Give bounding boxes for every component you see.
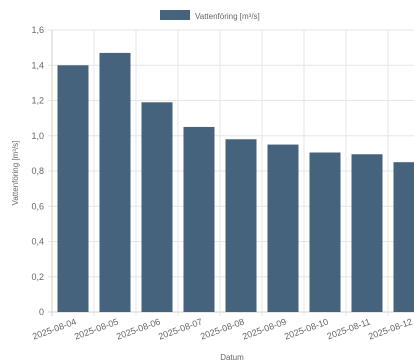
x-tick-label: 2025-08-12 [367, 316, 414, 341]
bar-2025-08-12[interactable] [393, 162, 414, 312]
y-tick-labels: 0 0,2 0,4 0,6 0,8 1,0 1,2 1,4 1,6 [31, 25, 44, 317]
x-tick-label: 2025-08-07 [157, 316, 204, 341]
x-tick-label: 2025-08-11 [326, 316, 372, 341]
y-tick-label: 1,2 [31, 96, 44, 106]
y-tick-label: 1,0 [31, 131, 44, 141]
y-tick-label: 0,4 [31, 237, 44, 247]
bar-layer [57, 52, 414, 312]
legend[interactable]: Vattenföring [m³/s] [160, 10, 260, 21]
x-tick-labels: 2025-08-042025-08-052025-08-062025-08-07… [31, 316, 414, 341]
y-tick-label: 0,2 [31, 272, 44, 282]
bar-2025-08-04[interactable] [57, 65, 89, 312]
bar-2025-08-05[interactable] [99, 52, 131, 312]
x-tick-label: 2025-08-05 [73, 316, 120, 341]
x-tick-label: 2025-08-06 [115, 316, 162, 341]
x-axis-title: Datum [220, 353, 244, 362]
y-tick-label: 1,6 [31, 25, 44, 35]
bar-2025-08-11[interactable] [351, 154, 383, 312]
x-tick-label: 2025-08-09 [241, 316, 288, 341]
bar-2025-08-09[interactable] [267, 144, 299, 312]
y-tick-label: 1,4 [31, 60, 44, 70]
x-tick-label: 2025-08-04 [31, 316, 78, 341]
legend-label[interactable]: Vattenföring [m³/s] [195, 12, 260, 21]
y-axis-title: Vattenföring [m³/s] [11, 141, 20, 206]
bar-2025-08-07[interactable] [183, 126, 215, 312]
bar-2025-08-10[interactable] [309, 152, 341, 312]
x-tick-label: 2025-08-08 [199, 316, 246, 341]
bar-2025-08-08[interactable] [225, 139, 257, 312]
y-tick-label: 0 [39, 307, 44, 317]
y-tick-label: 0,6 [31, 201, 44, 211]
legend-swatch[interactable] [160, 10, 190, 20]
y-tick-label: 0,8 [31, 166, 44, 176]
x-tick-label: 2025-08-10 [283, 316, 330, 341]
bar-2025-08-06[interactable] [141, 102, 173, 312]
